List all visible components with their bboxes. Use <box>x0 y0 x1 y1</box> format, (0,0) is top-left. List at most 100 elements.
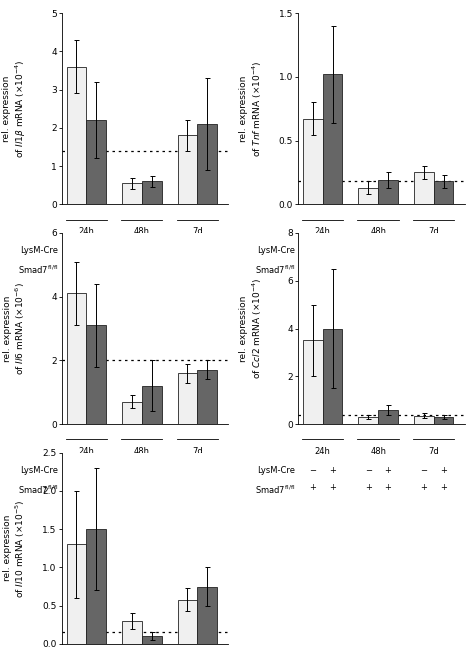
Bar <box>303 340 323 424</box>
Text: rel. expression
of $\it{Ccl2}$ mRNA ($\times$10$^{-4}$): rel. expression of $\it{Ccl2}$ mRNA ($\t… <box>239 278 264 379</box>
Text: −: − <box>310 246 316 256</box>
Text: LysM-Cre: LysM-Cre <box>20 246 58 256</box>
Bar <box>142 386 162 424</box>
Text: +: + <box>384 466 392 475</box>
Text: +: + <box>310 263 316 273</box>
Text: 24h: 24h <box>78 447 94 456</box>
Bar <box>323 328 342 424</box>
Text: rel. expression
of $\it{Tnf}$ mRNA ($\times$10$^{-4}$): rel. expression of $\it{Tnf}$ mRNA ($\ti… <box>239 60 264 157</box>
Text: 24h: 24h <box>315 227 331 237</box>
Text: +: + <box>184 263 191 273</box>
Text: 24h: 24h <box>78 227 94 237</box>
Text: +: + <box>420 263 427 273</box>
Bar <box>86 325 106 424</box>
Text: −: − <box>365 246 372 256</box>
Text: 48h: 48h <box>370 447 386 456</box>
Text: +: + <box>148 246 155 256</box>
Text: +: + <box>148 263 155 273</box>
Text: +: + <box>73 263 80 273</box>
Text: +: + <box>365 484 372 492</box>
Text: Smad7$^{\rm{fl/fl}}$: Smad7$^{\rm{fl/fl}}$ <box>18 263 58 276</box>
Bar <box>323 74 342 204</box>
Text: Smad7$^{\rm{fl/fl}}$: Smad7$^{\rm{fl/fl}}$ <box>255 263 295 276</box>
Text: 7d: 7d <box>428 227 439 237</box>
Text: −: − <box>310 466 316 475</box>
Text: LysM-Cre: LysM-Cre <box>257 466 295 475</box>
Bar <box>66 545 86 644</box>
Bar <box>178 373 197 424</box>
Text: −: − <box>73 466 80 475</box>
Bar <box>378 180 398 204</box>
Text: +: + <box>384 263 392 273</box>
Bar <box>66 66 86 204</box>
Text: +: + <box>384 246 392 256</box>
Bar <box>178 600 197 644</box>
Text: +: + <box>440 263 447 273</box>
Text: +: + <box>148 484 155 492</box>
Text: 7d: 7d <box>428 447 439 456</box>
Bar <box>197 124 217 204</box>
Text: Smad7$^{\rm{fl/fl}}$: Smad7$^{\rm{fl/fl}}$ <box>255 484 295 496</box>
Bar <box>86 120 106 204</box>
Text: +: + <box>93 484 100 492</box>
Bar <box>358 188 378 204</box>
Text: +: + <box>204 484 210 492</box>
Text: +: + <box>310 484 316 492</box>
Text: +: + <box>204 466 210 475</box>
Text: +: + <box>204 263 210 273</box>
Bar <box>197 370 217 424</box>
Text: 24h: 24h <box>315 447 331 456</box>
Bar <box>142 181 162 204</box>
Bar <box>197 587 217 644</box>
Text: LysM-Cre: LysM-Cre <box>257 246 295 256</box>
Text: 7d: 7d <box>192 447 203 456</box>
Text: +: + <box>184 484 191 492</box>
Text: −: − <box>184 466 191 475</box>
Bar <box>378 410 398 424</box>
Text: +: + <box>93 263 100 273</box>
Text: 7d: 7d <box>192 227 203 237</box>
Text: Smad7$^{\rm{fl/fl}}$: Smad7$^{\rm{fl/fl}}$ <box>18 484 58 496</box>
Bar <box>434 181 454 204</box>
Text: rel. expression
of $\it{Il1\beta}$ mRNA ($\times$10$^{-4}$): rel. expression of $\it{Il1\beta}$ mRNA … <box>2 59 28 158</box>
Text: +: + <box>329 484 336 492</box>
Text: +: + <box>128 263 136 273</box>
Text: rel. expression
of $\it{Il6}$ mRNA ($\times$10$^{-6}$): rel. expression of $\it{Il6}$ mRNA ($\ti… <box>3 282 27 375</box>
Text: −: − <box>365 466 372 475</box>
Text: +: + <box>365 263 372 273</box>
Bar <box>122 402 142 424</box>
Text: +: + <box>440 246 447 256</box>
Text: +: + <box>93 466 100 475</box>
Bar <box>86 529 106 644</box>
Bar <box>122 621 142 644</box>
Text: −: − <box>73 246 80 256</box>
Text: +: + <box>440 484 447 492</box>
Text: +: + <box>384 484 392 492</box>
Text: +: + <box>420 484 427 492</box>
Bar <box>122 183 142 204</box>
Bar <box>66 294 86 424</box>
Text: +: + <box>440 466 447 475</box>
Text: −: − <box>184 246 191 256</box>
Text: +: + <box>329 466 336 475</box>
Bar <box>142 636 162 644</box>
Text: +: + <box>204 246 210 256</box>
Text: +: + <box>93 246 100 256</box>
Text: rel. expression
of $\it{Il10}$ mRNA ($\times$10$^{-5}$): rel. expression of $\it{Il10}$ mRNA ($\t… <box>3 499 27 598</box>
Text: +: + <box>148 466 155 475</box>
Text: 48h: 48h <box>134 227 150 237</box>
Text: 48h: 48h <box>370 227 386 237</box>
Text: +: + <box>329 263 336 273</box>
Text: +: + <box>73 484 80 492</box>
Text: −: − <box>420 246 428 256</box>
Text: 48h: 48h <box>134 447 150 456</box>
Text: LysM-Cre: LysM-Cre <box>20 466 58 475</box>
Bar <box>414 172 434 204</box>
Bar <box>434 417 454 424</box>
Text: −: − <box>128 246 136 256</box>
Bar <box>414 416 434 424</box>
Text: +: + <box>128 484 136 492</box>
Text: +: + <box>329 246 336 256</box>
Bar <box>178 135 197 204</box>
Text: −: − <box>420 466 428 475</box>
